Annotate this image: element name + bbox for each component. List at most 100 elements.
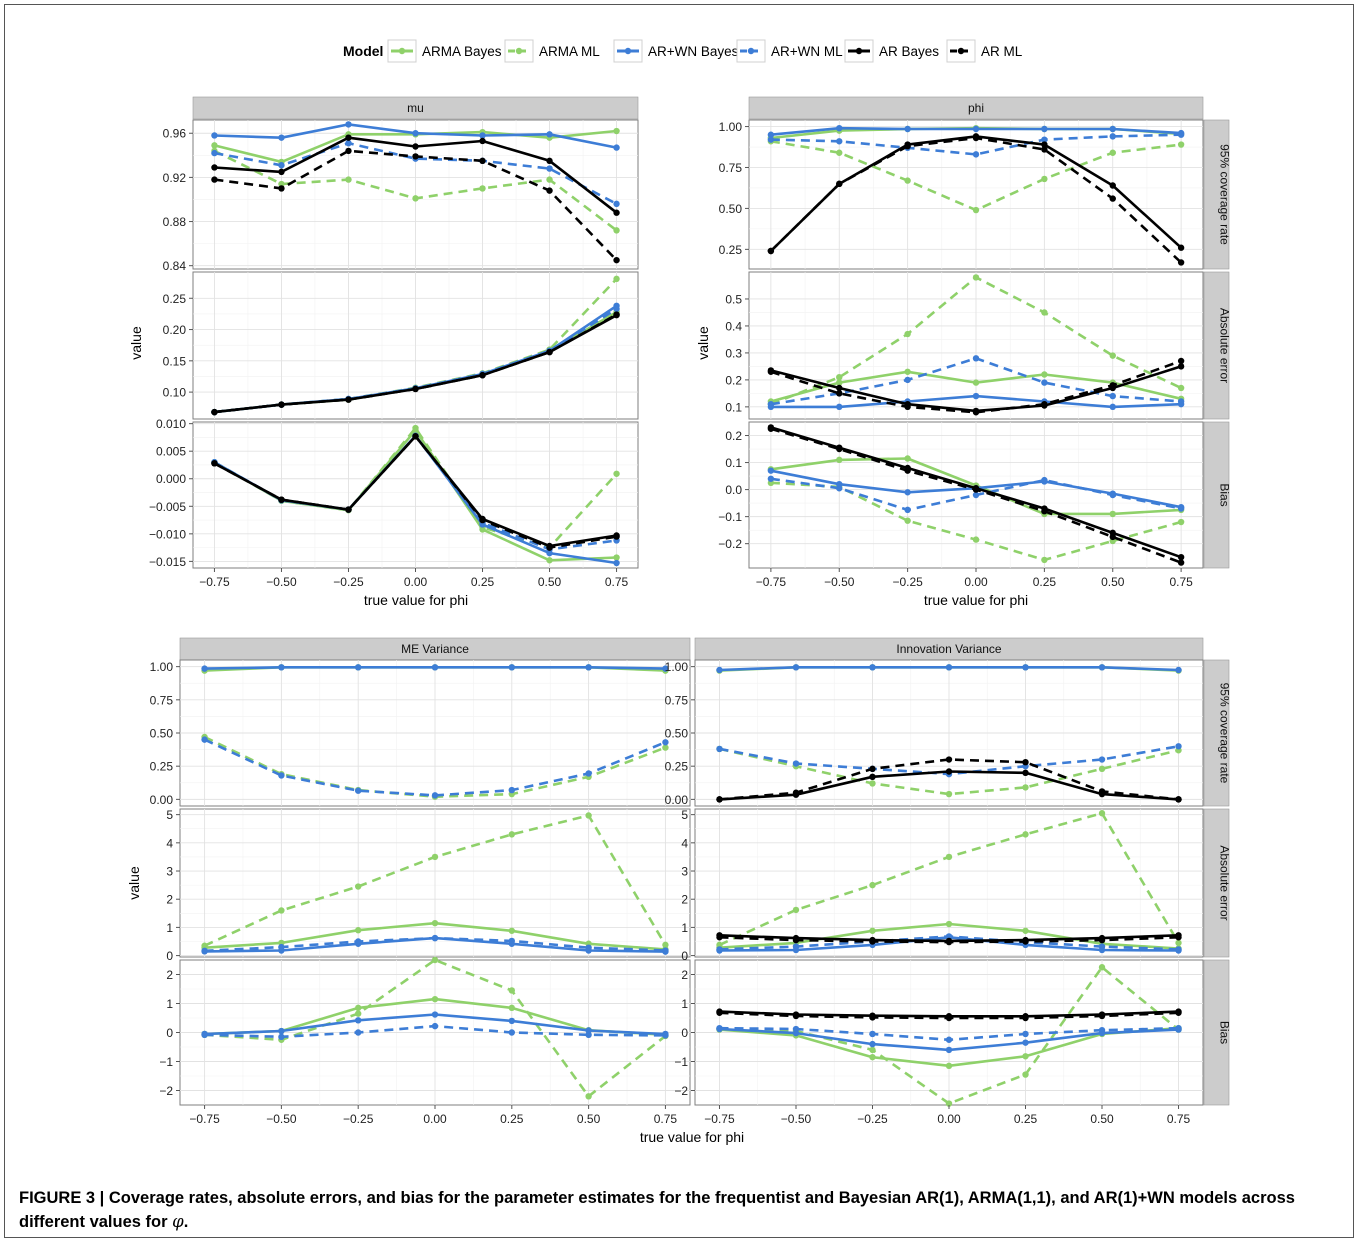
series-point-arma-ml [716,941,723,949]
series-point-ar-ml [904,403,911,411]
series-point-ar-ml [904,467,911,474]
y-tick-label: −0.005 [149,500,186,514]
series-point-ar-wn-ml [1109,392,1116,400]
y-tick-label: 0.50 [665,727,689,741]
y-tick-label: −0.2 [718,537,742,551]
y-tick-label: 4 [166,836,173,850]
series-point-ar-wn-ml [508,937,516,945]
y-tick-label: 3 [166,865,173,879]
series-point-arma-ml [792,906,800,914]
x-tick-label: 0.25 [500,1112,524,1126]
y-tick-label: 0.50 [150,727,174,741]
x-tick-label: 0.50 [538,575,562,589]
legend-label-ar-ml: AR ML [981,44,1023,59]
series-point-ar-bayes [412,143,419,150]
series-point-ar-wn-bayes [1098,664,1106,671]
row-strip-label: Bias [1218,1021,1232,1044]
series-point-ar-wn-bayes [869,664,876,671]
x-tick-label: −0.75 [704,1112,735,1126]
legend: Model ARMA Bayes ARMA ML AR+WN Bayes AR+WN M… [343,39,1023,63]
series-point-ar-wn-bayes [972,125,980,133]
series-point-ar-wn-bayes [869,1040,876,1048]
strip-label-phi: phi [968,101,984,115]
series-point-ar-ml [945,938,953,946]
series-point-ar-ml [792,936,800,944]
series-point-ar-wn-ml [1175,1024,1182,1032]
series-point-ar-wn-ml [585,770,592,777]
series-point-ar-wn-ml [869,1030,876,1038]
y-tick-label: 4 [681,836,688,850]
x-axis-title-variance: true value for phi [640,1129,744,1145]
series-point-arma-bayes [431,995,439,1003]
x-tick-label: −0.25 [857,1112,888,1126]
series-point-arma-ml [546,176,553,183]
series-point-ar-wn-bayes [278,1027,285,1035]
series-point-arma-ml [278,180,285,188]
y-tick-label: 2 [681,968,688,982]
series-point-ar-ml [546,348,553,356]
series-point-ar-wn-bayes [1022,1039,1029,1046]
series-point-ar-ml [1041,508,1048,515]
series-point-ar-wn-ml [585,944,592,951]
panel-mu-95-coverage-rate: 0.84 0.88 0.92 0.96 [163,119,639,273]
legend-title: Model [343,43,383,59]
series-point-arma-bayes [508,927,516,934]
x-tick-label: 0.50 [577,1112,601,1126]
series-point-ar-wn-bayes [345,121,352,128]
y-axis-title-variance: value [126,866,142,900]
series-point-arma-bayes [904,368,911,375]
series-point-ar-ml [869,938,876,945]
series-point-ar-ml [972,409,980,416]
row-strip-label: Bias [1218,483,1232,506]
series-point-ar-ml [972,486,980,493]
y-tick-label: 0.1 [725,400,742,414]
series-point-ar-wn-ml [1041,476,1048,484]
series-point-arma-ml [972,206,980,214]
row-strip-label: Absolute error [1218,845,1232,920]
y-tick-label: 0.15 [163,354,187,368]
series-point-ar-ml [836,180,843,188]
row-strip-innovation-variance-95-coverage-rate [1203,659,1230,807]
series-point-ar-wn-bayes [508,664,516,671]
series-point-arma-ml [945,853,953,861]
series-point-arma-bayes [211,142,218,149]
series-point-ar-wn-bayes [945,1046,953,1054]
series-point-arma-bayes [945,920,953,928]
series-point-ar-ml [479,372,486,379]
series-point-arma-bayes [354,927,362,934]
series-point-arma-ml [585,812,592,819]
panel-mu-absolute-error: 0.10 0.15 0.20 0.25 [163,271,639,420]
series-point-ar-wn-ml [278,162,285,169]
series-point-ar-ml [479,516,486,524]
x-axis-title-mu: true value for phi [364,592,468,608]
y-tick-label: 0.84 [163,259,187,273]
x-axis-title-phi: true value for phi [924,592,1028,608]
series-point-arma-ml [662,941,669,949]
series-point-ar-wn-bayes [836,403,843,411]
series-point-ar-ml [211,408,218,416]
series-point-ar-ml [278,401,285,408]
x-tick-label: −0.50 [781,1112,812,1126]
series-point-ar-ml [1175,934,1182,941]
series-point-ar-wn-ml [278,943,285,951]
series-point-ar-wn-ml [1177,131,1185,138]
strip-label-me-variance: ME Variance [401,642,469,656]
series-point-arma-ml [354,883,362,890]
series-point-ar-wn-ml [354,938,362,945]
series-point-ar-ml [1022,759,1029,766]
series-point-arma-bayes [904,455,911,462]
series-point-ar-bayes [1177,244,1185,251]
series-point-ar-ml [1177,357,1185,365]
strip-label-mu: mu [407,101,424,115]
series-point-ar-wn-ml [792,943,800,950]
x-tick-label: −0.75 [199,575,230,589]
row-strip-label: Absolute error [1218,308,1232,383]
series-point-ar-ml [1022,1014,1029,1022]
series-point-arma-ml [1022,831,1029,838]
panel-mu-bias: −0.015 −0.010 −0.005 0.000 0.005 0.010 [149,417,639,569]
series-point-ar-wn-ml [767,475,775,482]
series-point-ar-wn-ml [904,376,911,384]
series-point-ar-wn-ml [1098,1026,1106,1034]
series-point-ar-ml [1177,259,1185,266]
legend-label-arma-ml: ARMA ML [539,44,600,59]
